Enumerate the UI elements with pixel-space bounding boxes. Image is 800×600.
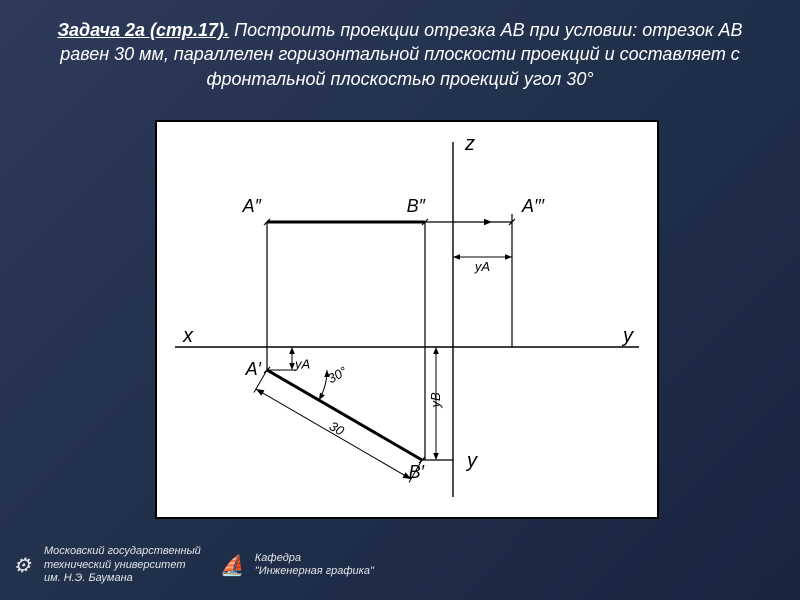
svg-text:yA: yA [294,357,310,372]
svg-text:y: y [465,450,478,472]
svg-text:A′: A′ [245,359,262,379]
svg-text:y: y [621,325,634,347]
org1-l1: Московский государственный [44,545,201,557]
svg-text:A″: A″ [242,196,262,216]
svg-text:x: x [182,325,194,347]
org1-l2: технический университет [44,559,186,571]
svg-text:yB: yB [428,392,443,409]
org2-l1: Кафедра [255,552,301,564]
ship-icon: ⛵ [219,551,247,579]
slide: Задача 2а (стр.17). Построить проекции о… [0,0,800,600]
svg-text:30: 30 [327,418,348,439]
svg-text:z: z [464,133,475,155]
svg-text:A′′′: A′′′ [521,196,545,216]
svg-text:30°: 30° [325,363,350,386]
footer-org-1: ⚙ Московский государственный технический… [8,545,201,585]
svg-text:B″: B″ [407,196,426,216]
org2-l2: "Инженерная графика" [255,565,374,577]
org1-l3: им. Н.Э. Баумана [44,572,133,584]
slide-title: Задача 2а (стр.17). Построить проекции о… [40,18,760,91]
footer-org-2: ⛵ Кафедра "Инженерная графика" [219,551,374,579]
title-bold: Задача 2а (стр.17). [57,20,229,40]
diagram-frame: xyzyA″B″A′′′A′B′3030°yAyAyB [155,120,659,519]
diagram-svg: xyzyA″B″A′′′A′B′3030°yAyAyB [157,122,657,517]
svg-text:yA: yA [474,259,490,274]
footer: ⚙ Московский государственный технический… [8,545,374,585]
crest-icon: ⚙ [8,551,36,579]
